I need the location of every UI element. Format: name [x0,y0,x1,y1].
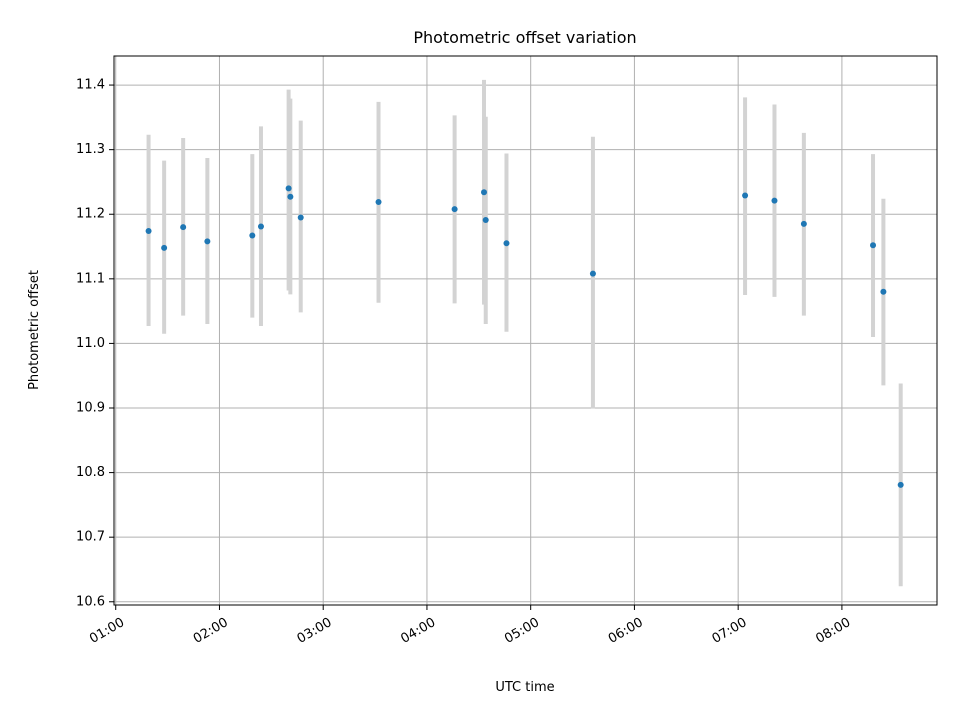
y-axis-label: Photometric offset [27,270,42,390]
data-point [800,220,807,227]
data-point [204,238,211,245]
y-tick-label: 11.4 [76,78,105,93]
data-point [482,217,489,224]
plot-frame [113,55,938,606]
y-tick-label: 10.7 [76,530,105,545]
data-point [180,224,187,231]
y-tick-label: 11.3 [76,142,105,157]
data-point [285,185,292,192]
data-point [742,192,749,199]
chart-title: Photometric offset variation [413,28,636,47]
data-point [451,206,458,213]
data-point [503,240,510,247]
y-tick-label: 11.2 [76,207,105,222]
data-point [481,189,488,196]
x-axis-label: UTC time [495,680,554,695]
data-point [257,223,264,230]
y-tick-label: 10.9 [76,401,105,416]
data-point [287,193,294,200]
data-points [145,185,904,488]
y-tick-label: 11.1 [76,271,105,286]
data-point [880,288,887,295]
grid [114,56,937,605]
data-point [897,481,904,488]
data-point [375,198,382,205]
data-point [297,214,304,221]
data-point [249,232,256,239]
y-tick-label: 11.0 [76,336,105,351]
data-point [589,270,596,277]
y-tick-label: 10.6 [76,594,105,609]
data-point [870,242,877,249]
data-point [771,197,778,204]
data-point [161,244,168,251]
y-tick-label: 10.8 [76,465,105,480]
data-point [145,228,152,235]
